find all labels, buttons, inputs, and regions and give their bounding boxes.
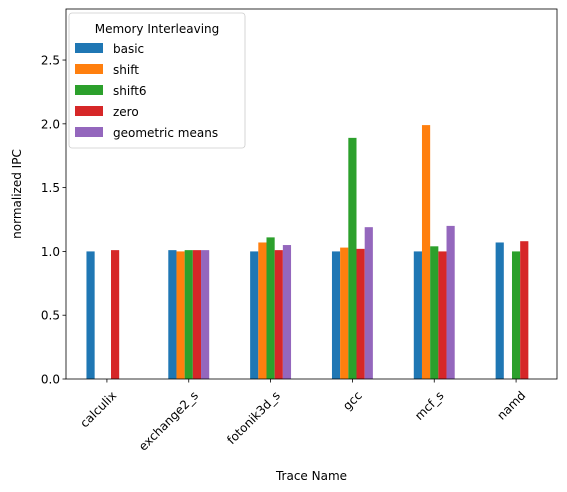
legend-items: basic shift shift6 zero geometric means (75, 42, 218, 140)
bars-layer (86, 125, 529, 379)
bar-shift-mcf_s (421, 125, 431, 379)
bar-basic-namd (495, 242, 504, 379)
x-tick-label: mcf_s (412, 388, 446, 422)
bar-shift6-gcc (348, 137, 357, 379)
bar-shift6-fotonik3d_s (266, 237, 275, 379)
legend-label: geometric means (113, 126, 218, 140)
legend-label: zero (113, 105, 139, 119)
legend-label: basic (113, 42, 144, 56)
bar-zero-mcf_s (438, 251, 447, 379)
bar-geometric-means-fotonik3d_s (282, 245, 292, 379)
bar-zero-gcc (356, 248, 365, 379)
bar-zero-exchange2_s (192, 250, 202, 379)
legend-swatch-shift (75, 64, 103, 74)
bar-shift-exchange2_s (176, 251, 185, 379)
x-tick-label: calculix (77, 388, 119, 430)
y-tick-label: 2.0 (41, 117, 60, 131)
legend-label: shift6 (113, 84, 147, 98)
bar-basic-fotonik3d_s (250, 251, 259, 379)
bar-zero-calculix (111, 250, 120, 379)
legend-label: shift (113, 63, 139, 77)
legend-swatch-zero (75, 106, 103, 116)
bar-basic-gcc (331, 251, 341, 379)
bar-basic-exchange2_s (168, 250, 177, 379)
bar-shift6-namd (511, 251, 521, 379)
x-tick-label: namd (494, 388, 528, 422)
y-tick-label: 0.0 (41, 373, 60, 387)
bar-basic-mcf_s (413, 251, 422, 379)
x-tick-label: gcc (340, 388, 365, 413)
y-tick-label: 0.5 (41, 309, 60, 323)
legend: Memory Interleaving basic shift shift6 zero… (68, 12, 246, 149)
plot-area-frame (65, 8, 558, 380)
legend-box (68, 12, 246, 149)
bar-zero-namd (520, 241, 529, 379)
legend-swatch-shift6 (75, 85, 103, 95)
x-axis-label: Trace Name (275, 469, 347, 483)
x-tick-label: exchange2_s (136, 388, 201, 453)
y-axis-ticks: 0.0 0.5 1.0 1.5 2.0 2.5 (41, 54, 66, 387)
y-axis-label: normalized IPC (10, 149, 24, 239)
bar-geometric-means-gcc (364, 227, 373, 379)
bar-zero-fotonik3d_s (274, 250, 283, 379)
bar-geometric-means-mcf_s (446, 225, 455, 379)
bar-shift6-exchange2_s (184, 250, 193, 379)
legend-swatch-geometric-means (75, 127, 103, 137)
x-tick-label: fotonik3d_s (224, 388, 283, 447)
bar-basic-calculix (86, 251, 95, 379)
x-axis-ticks: calculix exchange2_s fotonik3d_s gcc mcf_s na… (77, 379, 528, 454)
bar-shift6-mcf_s (430, 246, 439, 379)
bar-shift-gcc (340, 247, 349, 379)
legend-title: Memory Interleaving (95, 22, 220, 36)
legend-swatch-basic (75, 43, 103, 53)
y-tick-label: 1.0 (41, 245, 60, 259)
y-tick-label: 1.5 (41, 181, 60, 195)
y-tick-label: 2.5 (41, 54, 60, 68)
bar-shift-fotonik3d_s (258, 242, 267, 379)
bar-geometric-means-exchange2_s (201, 250, 210, 379)
